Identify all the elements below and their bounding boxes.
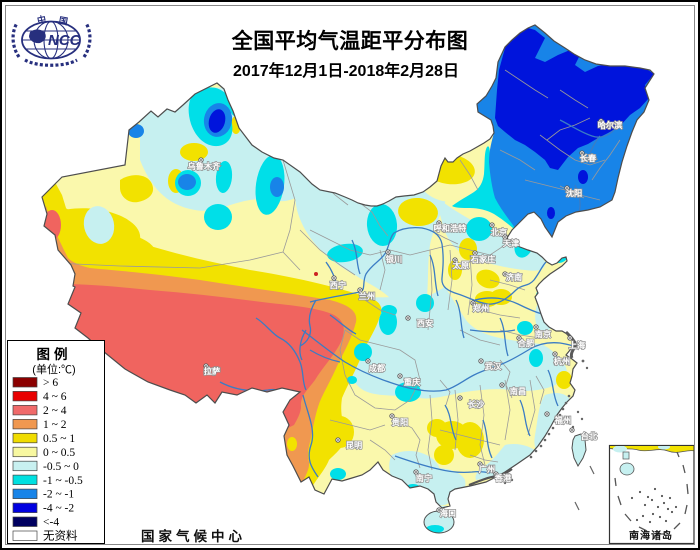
- svg-text:沈阳: 沈阳: [566, 188, 582, 198]
- svg-text:台北: 台北: [581, 431, 598, 441]
- svg-text:2 ~ 4: 2 ~ 4: [43, 405, 67, 417]
- svg-text:2017年12月1日-2018年2月28日: 2017年12月1日-2018年2月28日: [233, 61, 459, 80]
- svg-text:(单位:℃): (单位:℃): [32, 362, 75, 376]
- svg-text:图例: 图例: [37, 346, 72, 362]
- svg-text:全国平均气温距平分布图: 全国平均气温距平分布图: [231, 29, 469, 53]
- svg-text:国家气候中心: 国家气候中心: [141, 528, 246, 544]
- svg-text:长春: 长春: [580, 153, 597, 163]
- svg-text:> 6: > 6: [43, 377, 58, 389]
- svg-text:南宁: 南宁: [416, 473, 432, 483]
- svg-text:拉萨: 拉萨: [204, 366, 220, 376]
- svg-text:南海诸岛: 南海诸岛: [629, 529, 673, 542]
- svg-text:<-4: <-4: [43, 517, 59, 529]
- svg-text:0.5 ~ 1: 0.5 ~ 1: [43, 433, 75, 445]
- svg-text:武汉: 武汉: [485, 361, 502, 371]
- svg-text:郑州: 郑州: [473, 303, 489, 313]
- svg-text:银川: 银川: [385, 254, 402, 264]
- svg-text:海口: 海口: [440, 508, 456, 518]
- svg-text:-0.5 ~ 0: -0.5 ~ 0: [43, 461, 79, 473]
- svg-text:贵阳: 贵阳: [392, 417, 408, 427]
- svg-text:福州: 福州: [554, 415, 571, 425]
- svg-text:杭州: 杭州: [554, 356, 570, 366]
- svg-text:4 ~ 6: 4 ~ 6: [43, 391, 67, 403]
- svg-text:昆明: 昆明: [346, 440, 362, 450]
- svg-text:中: 中: [36, 13, 47, 26]
- svg-text:成都: 成都: [369, 363, 386, 373]
- svg-text:广州: 广州: [479, 464, 495, 474]
- svg-text:天津: 天津: [503, 238, 519, 248]
- svg-text:-1 ~ -0.5: -1 ~ -0.5: [43, 475, 83, 487]
- svg-text:南昌: 南昌: [510, 386, 526, 396]
- svg-text:西宁: 西宁: [330, 280, 346, 290]
- svg-text:呼和浩特: 呼和浩特: [434, 223, 468, 233]
- svg-text:NCC: NCC: [48, 32, 82, 49]
- svg-text:南京: 南京: [535, 329, 551, 339]
- svg-text:无资料: 无资料: [43, 529, 78, 543]
- svg-text:重庆: 重庆: [404, 377, 421, 387]
- svg-text:-2 ~ -1: -2 ~ -1: [43, 489, 74, 501]
- svg-text:兰州: 兰州: [359, 291, 375, 301]
- svg-text:西安: 西安: [417, 318, 433, 328]
- svg-text:0 ~ 0.5: 0 ~ 0.5: [43, 447, 75, 459]
- svg-text:上海: 上海: [569, 340, 586, 350]
- svg-text:合肥: 合肥: [517, 338, 535, 348]
- svg-text:石家庄: 石家庄: [470, 254, 496, 264]
- svg-text:济南: 济南: [506, 272, 522, 282]
- svg-text:长沙: 长沙: [468, 399, 485, 409]
- svg-text:哈尔滨: 哈尔滨: [598, 120, 623, 130]
- svg-text:1 ~ 2: 1 ~ 2: [43, 419, 67, 431]
- svg-text:国: 国: [58, 15, 69, 26]
- svg-text:北京: 北京: [491, 227, 507, 237]
- svg-text:乌鲁木齐: 乌鲁木齐: [188, 161, 222, 171]
- svg-text:太原: 太原: [452, 260, 469, 270]
- svg-text:香港: 香港: [494, 473, 512, 483]
- svg-text:-4 ~ -2: -4 ~ -2: [43, 503, 74, 515]
